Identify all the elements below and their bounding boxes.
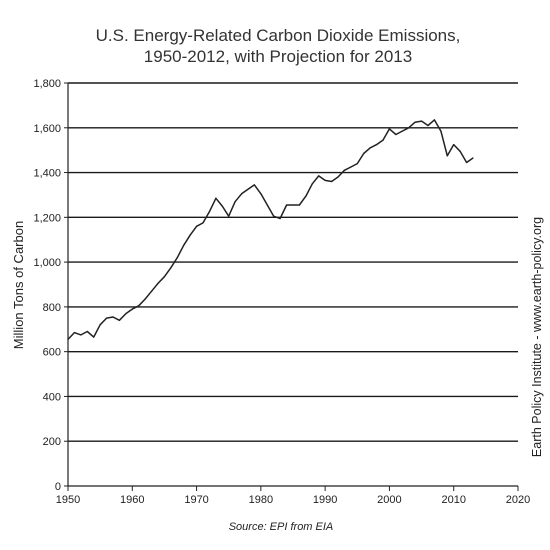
axes [64,82,519,491]
data-point-1975 [228,215,230,217]
data-point-1979 [253,184,255,186]
data-point-2011 [459,150,461,152]
data-point-2002 [401,130,403,132]
data-point-1970 [196,225,198,227]
x-tick-label-1950: 1950 [56,494,80,506]
data-point-1984 [286,204,288,206]
y-tick-label-800: 800 [43,302,61,314]
data-point-1990 [324,179,326,181]
y-tick-label-1000: 1,000 [33,257,61,269]
data-point-1964 [157,282,159,284]
data-point-1995 [356,163,358,165]
x-tick-label-2000: 2000 [377,494,401,506]
x-tick-label-1960: 1960 [120,494,144,506]
attribution-note: Earth Policy Institute - www.earth-polic… [530,217,544,457]
data-point-1997 [369,147,371,149]
y-tick-label-600: 600 [43,347,61,359]
data-point-1989 [318,175,320,177]
data-point-1960 [131,308,133,310]
x-tick-labels: 1950 1960 1970 1980 1990 2000 2010 2020 [56,494,530,506]
data-point-1969 [189,234,191,236]
data-point-1978 [247,188,249,190]
y-tick-label-1600: 1,600 [33,123,61,135]
data-point-1999 [382,139,384,141]
data-point-2013 [472,157,474,159]
data-point-1950 [67,338,69,340]
data-point-1983 [279,217,281,220]
chart-title-line2: 1950-2012, with Projection for 2013 [144,47,412,66]
data-point-1952 [80,334,82,336]
x-tick-label-2010: 2010 [441,494,465,506]
data-point-2005 [421,120,423,122]
data-point-1967 [176,257,178,259]
x-tick-label-1990: 1990 [313,494,337,506]
y-axis-label: Million Tons of Carbon [11,221,26,349]
data-point-1957 [112,316,114,318]
data-point-1971 [202,222,204,224]
data-point-1987 [305,195,307,197]
data-point-1993 [343,169,345,171]
y-tick-labels: 0 200 400 600 800 1,000 1,200 1,400 1,600 1,800 [33,78,61,493]
data-point-1974 [221,205,223,207]
x-tick-label-2020: 2020 [506,494,530,506]
data-point-1958 [118,319,120,321]
data-point-2001 [395,133,397,136]
gridlines [68,82,518,442]
data-point-2006 [427,124,429,127]
x-tick-label-1980: 1980 [249,494,273,506]
data-point-2009 [446,155,448,157]
y-tick-label-1400: 1,400 [33,168,61,180]
data-point-1982 [273,215,275,217]
data-point-1954 [93,336,95,338]
data-point-1977 [241,193,243,195]
data-point-1972 [208,211,210,213]
data-point-1992 [337,176,339,178]
data-point-1994 [350,166,352,168]
source-note: Source: EPI from EIA [229,521,334,533]
y-tick-label-400: 400 [43,391,61,403]
y-tick-label-0: 0 [55,481,61,493]
series-line-0 [67,119,474,340]
data-point-1968 [183,244,185,246]
data-point-2008 [440,130,442,132]
data-point-1973 [215,197,217,199]
data-point-1986 [298,204,300,206]
x-tick-label-1970: 1970 [184,494,208,506]
data-point-1998 [376,144,378,146]
data-point-1991 [331,180,333,183]
y-tick-label-1200: 1,200 [33,212,61,224]
y-tick-label-1800: 1,800 [33,78,61,90]
data-point-1961 [138,305,140,307]
data-point-1951 [73,332,75,334]
data-point-2000 [388,128,390,130]
chart-title-line1: U.S. Energy-Related Carbon Dioxide Emiss… [96,26,461,45]
data-point-2007 [433,119,435,121]
data-point-1959 [125,313,127,315]
data-point-1981 [266,204,268,206]
y-tick-label-200: 200 [43,436,61,448]
data-point-1953 [86,330,88,333]
data-point-1963 [151,290,153,292]
data-point-1985 [292,204,294,206]
series-line [67,119,474,340]
data-point-1966 [170,267,172,269]
data-point-1956 [106,317,108,319]
data-point-1980 [260,193,262,195]
data-point-2004 [414,121,416,123]
data-point-2010 [453,144,455,146]
data-point-1988 [311,183,313,185]
data-point-1965 [163,276,165,278]
data-point-1996 [363,152,365,155]
data-point-1955 [99,324,101,326]
data-point-1976 [234,201,236,203]
data-point-2003 [408,127,410,129]
data-point-1962 [144,298,146,300]
data-point-2012 [466,161,468,164]
